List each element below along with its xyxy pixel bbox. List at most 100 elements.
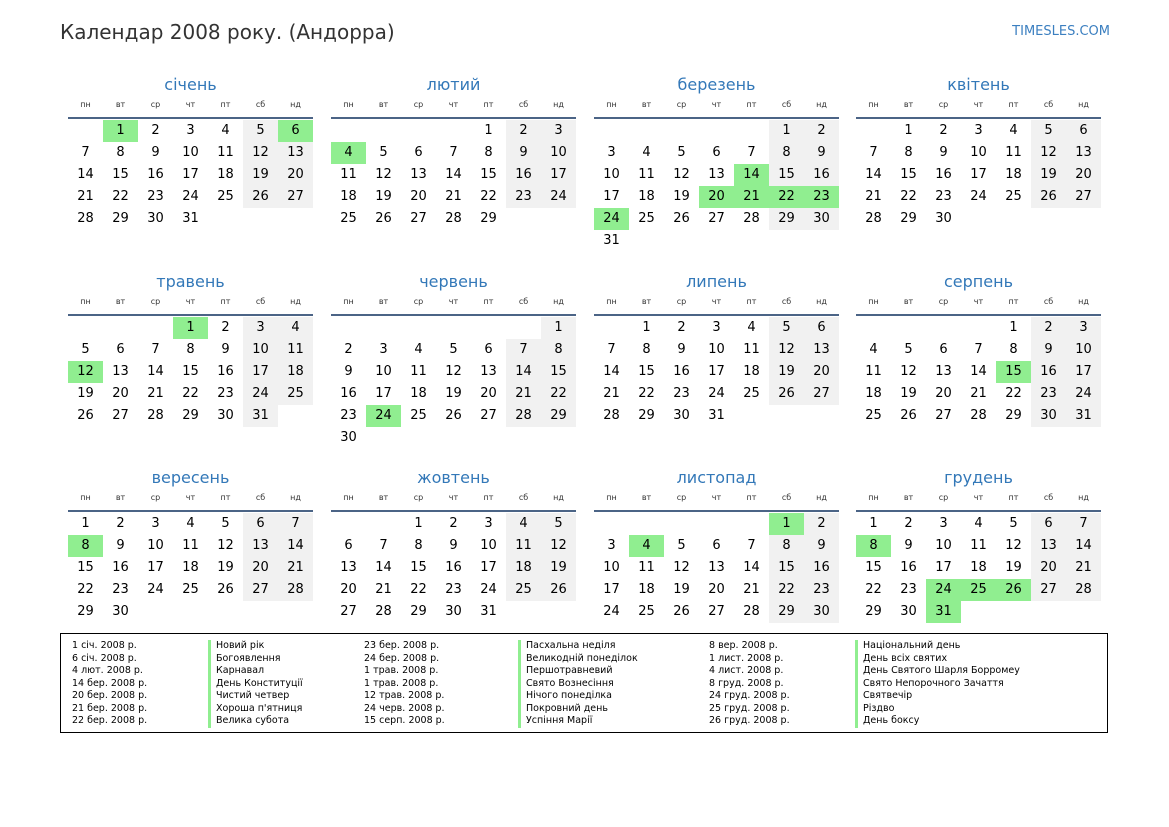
day-cell: 15 xyxy=(769,557,804,579)
day-cell: 27 xyxy=(708,211,725,226)
day-cell: 9 xyxy=(804,142,839,164)
day-cell: 11 xyxy=(638,167,655,182)
day-cell: 24 xyxy=(970,189,987,204)
day-cell: 16 xyxy=(900,560,917,575)
day-cell: 20 xyxy=(410,189,427,204)
day-cell: 23 xyxy=(506,186,541,208)
day-cell: 8 xyxy=(484,145,493,160)
month-name: квітень xyxy=(947,75,1010,94)
weekday-label: пт xyxy=(746,493,757,502)
weekday-label: пн xyxy=(80,100,91,109)
weekday-label: вт xyxy=(903,493,914,502)
day-cell: 28 xyxy=(743,211,760,226)
day-cell: 8 xyxy=(186,342,195,357)
empty-cell xyxy=(891,317,926,339)
day-cell: 9 xyxy=(939,145,948,160)
month-name: червень xyxy=(419,272,488,291)
day-cell: 13 xyxy=(1066,142,1101,164)
day-cell: 29 xyxy=(541,405,576,427)
day-cell: 25 xyxy=(743,386,760,401)
day-cell: 25 xyxy=(865,408,882,423)
holiday-name: Національний день xyxy=(855,640,1020,653)
empty-cell xyxy=(366,120,401,142)
day-cell: 2 xyxy=(904,516,913,531)
day-cell: 13 xyxy=(112,364,129,379)
weekday-label: ср xyxy=(676,100,687,109)
day-cell: 13 xyxy=(708,560,725,575)
day-cell: 18 xyxy=(340,189,357,204)
weekday-label: пн xyxy=(80,493,91,502)
day-cell: 2 xyxy=(939,123,948,138)
day-cell: 27 xyxy=(804,383,839,405)
day-cell: 14 xyxy=(445,167,462,182)
weekday-label: сб xyxy=(255,297,266,306)
day-cell: 10 xyxy=(375,364,392,379)
holiday-date: 24 черв. 2008 р. xyxy=(364,702,445,714)
day-cell: 5 xyxy=(677,538,686,553)
weekday-label: чт xyxy=(185,297,196,306)
day-grid: 1 2 3 4 5 6 7 8 9 10 11 12 13 14 15 16 17 18 19 20 21 22 23 24 2… xyxy=(594,317,839,427)
day-cell: 5 xyxy=(677,145,686,160)
day-cell: 21 xyxy=(743,582,760,597)
weekday-label: пн xyxy=(343,100,354,109)
holiday-date: 1 лист. 2008 р. xyxy=(709,652,784,664)
day-cell: 14 xyxy=(743,560,760,575)
holiday-name: Чистий четвер xyxy=(208,690,303,703)
day-cell: 28 xyxy=(1066,579,1101,601)
weekday-label: ср xyxy=(938,493,949,502)
day-cell: 3 xyxy=(151,516,160,531)
day-cell: 20 xyxy=(804,361,839,383)
weekday-header: пн вт ср чт пт сб нд xyxy=(594,490,839,512)
day-cell: 11 xyxy=(410,364,427,379)
day-cell: 30 xyxy=(1031,405,1066,427)
day-cell: 17 xyxy=(708,364,725,379)
day-cell: 23 xyxy=(217,386,234,401)
day-cell: 8 xyxy=(642,342,651,357)
day-cell: 9 xyxy=(677,342,686,357)
holiday-day-cell: 31 xyxy=(926,601,961,623)
day-cell: 11 xyxy=(638,560,655,575)
holiday-date: 1 трав. 2008 р. xyxy=(364,665,439,676)
weekday-label: вт xyxy=(641,297,652,306)
day-cell: 25 xyxy=(638,604,655,619)
day-cell: 18 xyxy=(1005,167,1022,182)
day-cell: 25 xyxy=(278,383,313,405)
holiday-day-cell: 25 xyxy=(961,579,996,601)
empty-cell xyxy=(699,120,734,142)
month-name: вересень xyxy=(151,468,230,487)
holiday-day-cell: 4 xyxy=(331,142,366,164)
empty-cell xyxy=(594,513,629,535)
holiday-day-cell: 24 xyxy=(366,405,401,427)
empty-cell xyxy=(366,513,401,535)
day-cell: 30 xyxy=(900,604,917,619)
day-cell: 23 xyxy=(900,582,917,597)
holiday-name: Свято Вознесіння xyxy=(518,677,638,690)
day-cell: 31 xyxy=(480,604,497,619)
holiday-day-cell: 24 xyxy=(926,579,961,601)
day-cell: 12 xyxy=(217,538,234,553)
day-cell: 29 xyxy=(769,601,804,623)
day-cell: 14 xyxy=(147,364,164,379)
day-cell: 12 xyxy=(673,560,690,575)
day-cell: 1 xyxy=(414,516,423,531)
holiday-name: Карнавал xyxy=(208,665,303,678)
day-cell: 14 xyxy=(506,361,541,383)
holiday-name: Великодній понеділок xyxy=(518,652,638,665)
empty-cell xyxy=(734,120,769,142)
day-cell: 21 xyxy=(865,189,882,204)
holiday-date: 8 груд. 2008 р. xyxy=(709,677,784,689)
weekday-label: сб xyxy=(518,297,529,306)
day-cell: 15 xyxy=(541,361,576,383)
day-cell: 1 xyxy=(541,317,576,339)
weekday-label: пн xyxy=(868,493,879,502)
day-cell: 31 xyxy=(182,211,199,226)
day-cell: 3 xyxy=(379,342,388,357)
day-cell: 12 xyxy=(445,364,462,379)
day-cell: 17 xyxy=(935,560,952,575)
day-cell: 14 xyxy=(375,560,392,575)
day-cell: 22 xyxy=(769,579,804,601)
weekday-label: вт xyxy=(641,100,652,109)
day-cell: 6 xyxy=(243,513,278,535)
day-cell: 12 xyxy=(673,167,690,182)
site-link[interactable]: TIMESLES.COM xyxy=(1012,24,1110,39)
